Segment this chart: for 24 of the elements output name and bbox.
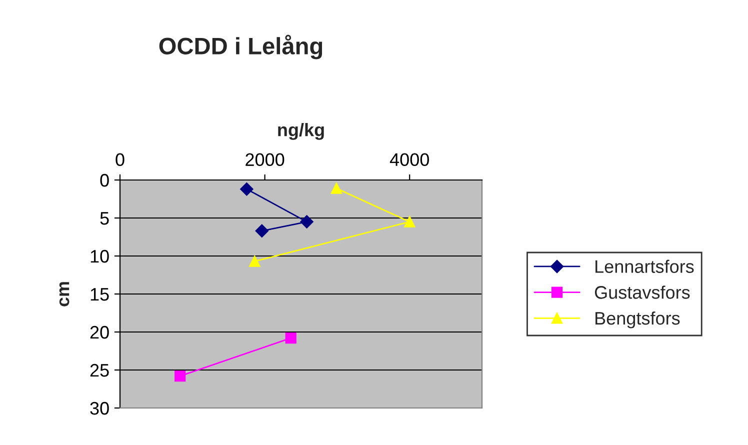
- y-tick-label: 20: [90, 326, 109, 339]
- legend-label: Bengtsfors: [596, 311, 680, 328]
- point: [285, 332, 296, 344]
- y-tick-label: 30: [90, 402, 109, 415]
- x-tick-label: 4000: [390, 153, 429, 166]
- point: [240, 182, 254, 196]
- y-tick-label: 10: [90, 250, 109, 263]
- y-tick-label: 25: [90, 364, 109, 377]
- y-tick-label: 15: [90, 288, 109, 301]
- legend-label: Gustavsfors: [594, 286, 690, 299]
- point: [249, 256, 260, 267]
- y-tick-label: 0: [100, 174, 109, 187]
- y-tick-label: 5: [100, 212, 109, 225]
- point: [330, 182, 342, 194]
- y-axis-title: cm: [59, 282, 70, 306]
- point: [404, 216, 416, 228]
- point: [174, 370, 186, 382]
- legend-label: Lennartsfors: [596, 260, 694, 273]
- x-tick-label: 0: [116, 153, 124, 166]
- x-tick-label: 2000: [246, 153, 284, 166]
- point: [300, 215, 314, 228]
- x-axis-title: ng/kg: [278, 123, 324, 140]
- point: [255, 224, 268, 238]
- chart-title: OCDD i Lelång: [159, 34, 322, 60]
